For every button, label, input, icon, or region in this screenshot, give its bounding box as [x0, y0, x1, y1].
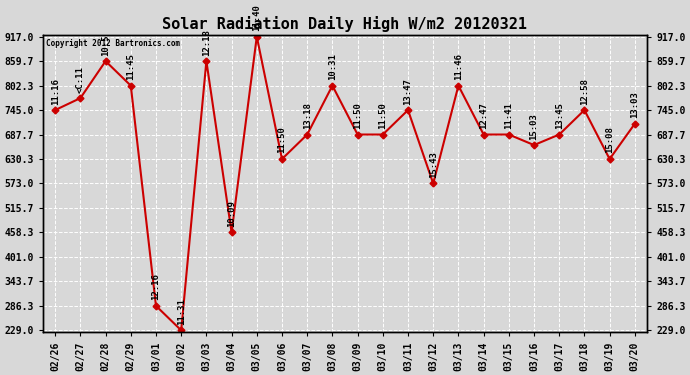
- Text: 11:41: 11:41: [504, 102, 513, 129]
- Text: 15:43: 15:43: [428, 151, 437, 178]
- Text: 10:5: 10:5: [101, 34, 110, 56]
- Title: Solar Radiation Daily High W/m2 20120321: Solar Radiation Daily High W/m2 20120321: [163, 16, 527, 32]
- Text: 11:46: 11:46: [454, 53, 463, 80]
- Text: 12:58: 12:58: [580, 78, 589, 105]
- Text: 15:08: 15:08: [605, 127, 614, 153]
- Text: 12:16: 12:16: [152, 273, 161, 300]
- Text: 11:31: 11:31: [177, 298, 186, 325]
- Text: 13:45: 13:45: [555, 102, 564, 129]
- Text: 10:31: 10:31: [328, 53, 337, 80]
- Text: 13:18: 13:18: [303, 102, 312, 129]
- Text: 11:45: 11:45: [126, 53, 135, 80]
- Text: 11:50: 11:50: [353, 102, 362, 129]
- Text: 12:18: 12:18: [202, 28, 211, 56]
- Text: 15:03: 15:03: [529, 112, 538, 140]
- Text: 12:47: 12:47: [479, 102, 488, 129]
- Text: 11:16: 11:16: [50, 78, 59, 105]
- Text: Copyright 2012 Bartronics.com: Copyright 2012 Bartronics.com: [46, 39, 179, 48]
- Text: 10:09: 10:09: [227, 200, 236, 227]
- Text: <C:11: <C:11: [76, 66, 85, 93]
- Text: 11:50: 11:50: [378, 102, 387, 129]
- Text: 11:50: 11:50: [277, 127, 286, 153]
- Text: 13:47: 13:47: [404, 78, 413, 105]
- Text: 13:03: 13:03: [631, 91, 640, 118]
- Text: 11:40: 11:40: [253, 4, 262, 31]
